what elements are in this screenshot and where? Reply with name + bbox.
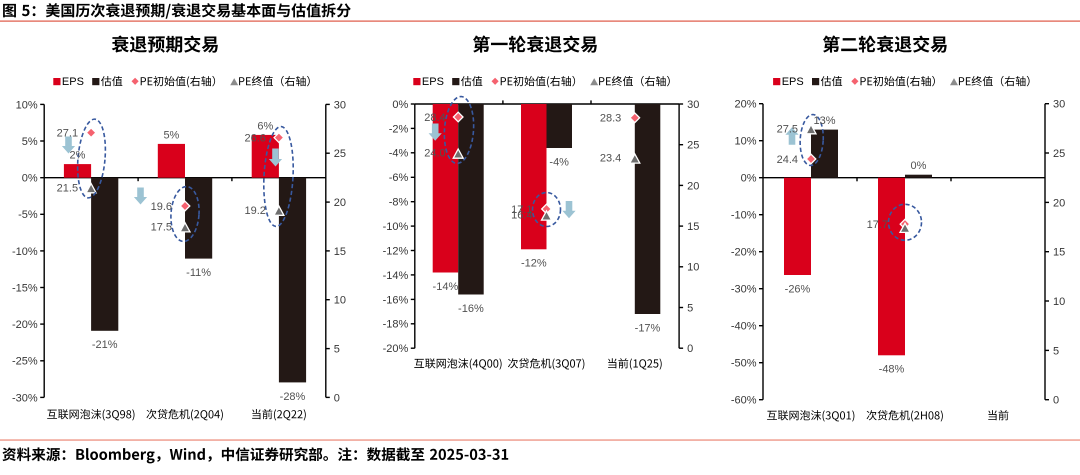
svg-text:0: 0 [334, 392, 340, 404]
svg-text:30: 30 [1053, 99, 1065, 111]
svg-text:-30%: -30% [731, 284, 757, 296]
svg-text:30: 30 [687, 99, 699, 111]
svg-text:-20%: -20% [12, 319, 38, 331]
svg-text:15: 15 [1053, 247, 1065, 259]
svg-text:15: 15 [334, 246, 346, 258]
svg-text:-40%: -40% [731, 321, 757, 333]
svg-text:10: 10 [334, 295, 346, 307]
svg-text:-14%: -14% [383, 270, 409, 282]
svg-text:-4%: -4% [389, 148, 409, 160]
svg-text:10%: 10% [734, 136, 756, 148]
svg-text:10%: 10% [16, 99, 38, 111]
svg-text:19.2: 19.2 [244, 205, 265, 217]
svg-text:-5%: -5% [18, 209, 38, 221]
svg-text:-30%: -30% [12, 392, 38, 404]
svg-text:0: 0 [687, 343, 693, 355]
svg-text:-16%: -16% [458, 303, 484, 315]
svg-text:0: 0 [1053, 395, 1059, 407]
svg-text:5: 5 [687, 302, 693, 314]
svg-text:-6%: -6% [389, 172, 409, 184]
svg-text:5: 5 [334, 344, 340, 356]
svg-text:-12%: -12% [521, 258, 547, 270]
svg-text:-21%: -21% [92, 339, 118, 351]
svg-text:-48%: -48% [879, 364, 905, 376]
svg-text:-60%: -60% [731, 395, 757, 407]
svg-text:-10%: -10% [12, 246, 38, 258]
svg-text:21.5: 21.5 [57, 182, 78, 194]
svg-text:27.5: 27.5 [777, 123, 798, 135]
svg-text:5: 5 [1053, 345, 1059, 357]
svg-text:-10%: -10% [731, 210, 757, 222]
svg-text:24.4: 24.4 [777, 154, 798, 166]
svg-text:27.1: 27.1 [57, 128, 78, 140]
svg-text:0%: 0% [911, 160, 927, 172]
svg-text:17.7: 17.7 [867, 219, 888, 231]
svg-text:10: 10 [1053, 296, 1065, 308]
svg-text:20%: 20% [734, 99, 756, 111]
svg-text:25: 25 [1053, 148, 1065, 160]
svg-text:13%: 13% [813, 115, 835, 127]
svg-text:17.5: 17.5 [151, 221, 172, 233]
svg-text:28.3: 28.3 [600, 113, 621, 125]
svg-text:30: 30 [334, 99, 346, 111]
svg-text:-10%: -10% [383, 221, 409, 233]
svg-text:-14%: -14% [433, 281, 459, 293]
svg-text:23.4: 23.4 [600, 153, 621, 165]
svg-text:25: 25 [334, 148, 346, 160]
svg-text:EPS: EPS [782, 76, 804, 88]
svg-text:0%: 0% [22, 173, 38, 185]
svg-text:0%: 0% [741, 173, 757, 185]
svg-text:26.6: 26.6 [244, 133, 265, 145]
svg-text:16.4: 16.4 [511, 210, 532, 222]
svg-text:-11%: -11% [186, 267, 211, 279]
svg-text:-16%: -16% [383, 294, 409, 306]
svg-text:-17%: -17% [635, 322, 661, 334]
svg-text:-25%: -25% [12, 356, 38, 368]
svg-text:-26%: -26% [785, 283, 811, 295]
svg-text:6%: 6% [257, 120, 273, 132]
svg-text:EPS: EPS [62, 76, 84, 88]
svg-text:0%: 0% [392, 99, 408, 111]
svg-text:19.6: 19.6 [151, 201, 172, 213]
svg-text:-4%: -4% [549, 156, 569, 168]
svg-text:-50%: -50% [731, 358, 757, 370]
svg-text:2%: 2% [70, 150, 86, 162]
svg-text:-15%: -15% [12, 282, 38, 294]
svg-text:5%: 5% [163, 129, 179, 141]
svg-text:28.4: 28.4 [424, 112, 445, 124]
svg-text:15: 15 [687, 221, 699, 233]
svg-text:25: 25 [687, 140, 699, 152]
svg-text:17.1: 17.1 [511, 204, 532, 216]
svg-text:10: 10 [687, 262, 699, 274]
svg-text:-20%: -20% [731, 247, 757, 259]
svg-text:20: 20 [687, 180, 699, 192]
svg-text:-18%: -18% [383, 319, 409, 331]
svg-text:-28%: -28% [280, 391, 306, 403]
svg-text:-2%: -2% [389, 123, 409, 135]
svg-text:20: 20 [334, 197, 346, 209]
svg-text:-8%: -8% [389, 197, 409, 209]
svg-text:5%: 5% [22, 136, 38, 148]
svg-text:20: 20 [1053, 197, 1065, 209]
svg-text:EPS: EPS [422, 76, 444, 88]
svg-text:-12%: -12% [383, 245, 409, 257]
svg-text:-20%: -20% [383, 343, 409, 355]
svg-text:24.0: 24.0 [424, 148, 445, 160]
